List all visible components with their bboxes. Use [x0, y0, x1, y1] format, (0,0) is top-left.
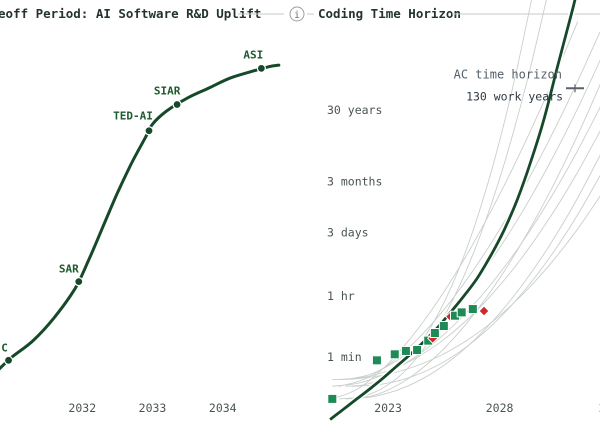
observed-point-green	[429, 328, 440, 339]
milestone-dot	[74, 277, 84, 287]
alt-trajectory	[345, 59, 600, 381]
observed-point-red	[478, 305, 490, 317]
y-tick-label: 1 hr	[327, 289, 355, 303]
alt-trajectory	[332, 106, 600, 387]
alt-trajectory	[345, 154, 600, 400]
observed-point-green	[389, 349, 400, 360]
left-panel-title: eoff Period: AI Software R&D Uplift	[0, 6, 261, 21]
alt-trajectory	[332, 195, 600, 381]
x-tick-label: 2034	[209, 401, 237, 415]
observed-point-green	[467, 304, 478, 315]
info-icon[interactable]: i	[289, 6, 305, 22]
milestone-label: SAR	[59, 263, 79, 276]
x-tick-label: 2023	[374, 401, 402, 415]
x-tick-label: 2032	[68, 401, 96, 415]
milestone-label: TED-AI	[113, 110, 153, 123]
milestone-label: C	[1, 341, 8, 354]
y-tick-label: 3 months	[327, 175, 382, 189]
main-trajectory	[329, 0, 577, 421]
x-tick-label: 2028	[486, 401, 514, 415]
uplift-curve	[0, 63, 281, 371]
x-tick-label: 2033	[139, 401, 167, 415]
alt-trajectory	[352, 83, 600, 400]
alt-trajectory	[338, 31, 600, 387]
alt-trajectory	[338, 130, 600, 381]
milestone-dot	[256, 63, 266, 74]
alt-trajectory	[352, 174, 600, 387]
milestone-dot	[3, 355, 14, 365]
main-trajectory-halo	[328, 0, 579, 422]
ac-horizon-value: 130 work years	[466, 89, 563, 103]
ac-horizon-label: AC time horizon	[454, 67, 562, 81]
y-tick-label: 30 years	[327, 103, 382, 117]
observed-point-green	[400, 345, 411, 356]
milestone-dot	[144, 126, 154, 136]
observed-point-green	[371, 355, 382, 366]
y-tick-label: 1 min	[327, 350, 362, 364]
x-tick-label: 2	[599, 401, 600, 415]
observed-point-green	[438, 321, 449, 332]
milestone-label: ASI	[243, 48, 263, 61]
milestone-label: SIAR	[154, 84, 181, 97]
alt-trajectory	[338, 0, 547, 400]
right-panel-title: Coding Time Horizon	[318, 6, 461, 21]
svg-text:i: i	[294, 10, 300, 21]
observed-point-green	[456, 307, 467, 318]
time-horizon-plot: 1 min 1 hr 3 days 3 months 30 years AC time h…	[327, 0, 600, 422]
y-tick-label: 3 days	[327, 225, 369, 239]
observed-point-green	[327, 393, 338, 404]
observed-point-green	[412, 344, 423, 355]
milestone-dot	[172, 99, 182, 110]
